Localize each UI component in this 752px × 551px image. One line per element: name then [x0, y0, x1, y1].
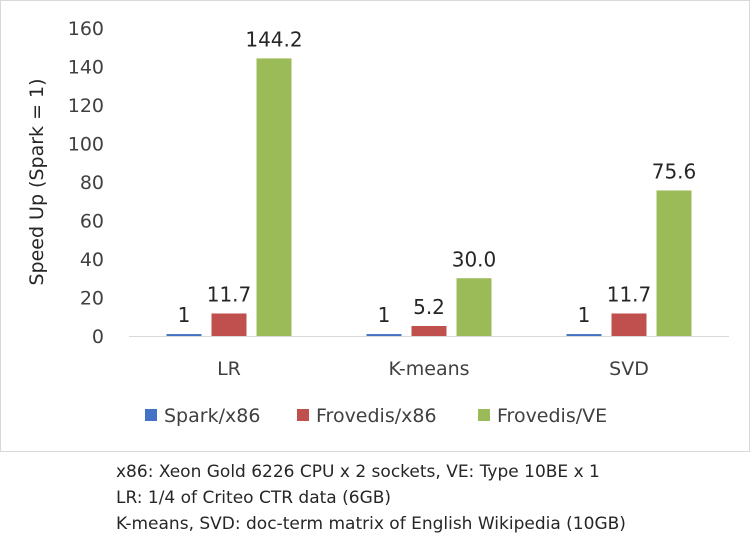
bar: [211, 313, 247, 336]
legend-label: Spark/x86: [164, 405, 260, 427]
data-label: 1: [378, 303, 391, 327]
note-lr-data: LR: 1/4 of Criteo CTR data (6GB): [116, 488, 392, 508]
bar: [566, 334, 602, 336]
y-tick-label: 160: [68, 18, 104, 40]
note-kmeans-svd-data: K-means, SVD: doc-term matrix of English…: [116, 514, 626, 534]
y-tick-label: 100: [68, 134, 104, 156]
bar: [411, 325, 447, 336]
legend-swatch: [145, 409, 157, 421]
data-label: 1: [578, 303, 591, 327]
chart-notes: x86: Xeon Gold 6226 CPU x 2 sockets, VE:…: [116, 459, 626, 537]
bar-chart: Speed Up (Spark = 1) 0 20 40 60 80 100 120 140 16…: [26, 18, 729, 427]
bar: [656, 190, 692, 336]
data-label: 30.0: [452, 247, 497, 271]
data-label: 1: [178, 303, 191, 327]
y-tick-label: 80: [80, 172, 104, 194]
x-category-label: SVD: [609, 358, 649, 380]
x-category-label: LR: [217, 358, 241, 380]
y-tick-label: 20: [80, 288, 104, 310]
data-label: 11.7: [207, 282, 252, 306]
data-label: 11.7: [607, 282, 652, 306]
y-tick-label: 140: [68, 57, 104, 79]
legend-label: Frovedis/VE: [497, 405, 607, 427]
legend-swatch: [478, 409, 490, 421]
data-label: 5.2: [413, 295, 445, 319]
bar: [256, 58, 292, 336]
bar: [456, 278, 492, 336]
bar: [611, 313, 647, 336]
bar: [366, 334, 402, 336]
y-tick-label: 60: [80, 211, 104, 233]
y-tick-label: 0: [92, 326, 104, 348]
bar: [166, 334, 202, 336]
note-hardware: x86: Xeon Gold 6226 CPU x 2 sockets, VE:…: [116, 462, 600, 482]
legend-label: Frovedis/x86: [316, 405, 437, 427]
chart-frame: Speed Up (Spark = 1) 0 20 40 60 80 100 120 140 16…: [0, 0, 750, 452]
x-category-label: K-means: [388, 358, 469, 380]
y-tick-label: 120: [68, 95, 104, 117]
y-tick-label: 40: [80, 249, 104, 271]
legend-swatch: [297, 409, 309, 421]
data-label: 144.2: [245, 27, 302, 51]
data-label: 75.6: [652, 159, 697, 183]
y-axis-title: Speed Up (Spark = 1): [26, 78, 48, 285]
